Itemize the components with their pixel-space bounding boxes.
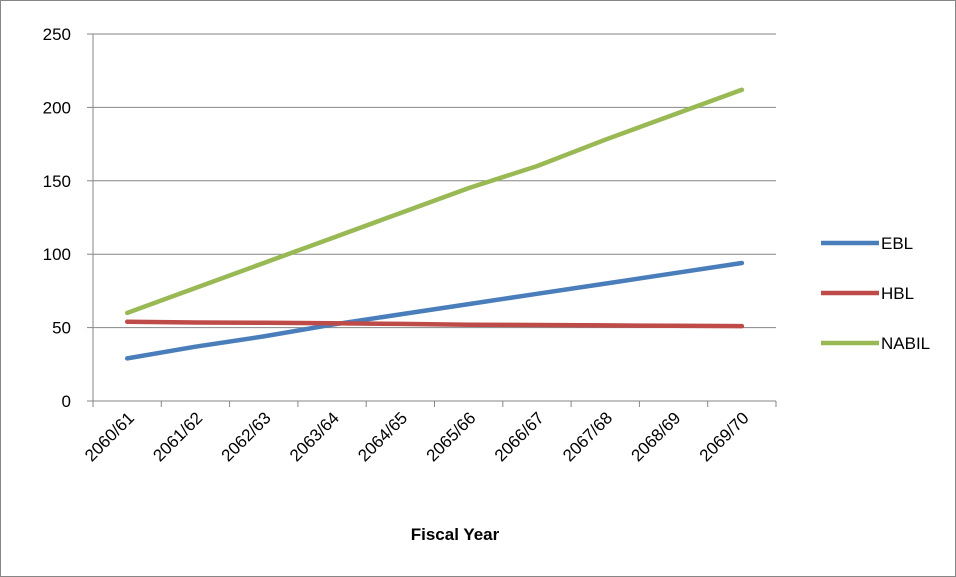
- y-axis-tick-labels: 0 50 100 150 200 250: [43, 25, 71, 411]
- series-line-ebl: [124, 260, 745, 361]
- y-tick-label: 0: [62, 392, 71, 411]
- y-tick-label: 50: [52, 319, 71, 338]
- x-tick-label: 2062/63: [218, 408, 275, 465]
- y-tick-label: 150: [43, 172, 71, 191]
- y-tick-label: 200: [43, 98, 71, 117]
- legend: EBL HBL NABIL: [821, 234, 930, 353]
- x-tick-label: 2069/70: [696, 408, 753, 465]
- x-tick-label: 2068/69: [627, 408, 684, 465]
- x-axis-title: Fiscal Year: [411, 525, 500, 544]
- x-tick-label: 2064/65: [354, 408, 411, 465]
- x-axis-tick-labels: 2060/61 2061/62 2062/63 2063/64 2064/65 2065/…: [81, 408, 753, 465]
- x-tick-label: 2065/66: [423, 408, 480, 465]
- series-line-hbl: [124, 319, 745, 329]
- axes: [87, 33, 777, 407]
- legend-label-ebl: EBL: [881, 234, 913, 253]
- x-tick-label: 2063/64: [286, 408, 343, 465]
- legend-label-hbl: HBL: [881, 284, 914, 303]
- gridlines: [93, 33, 776, 329]
- series-line-nabil: [124, 87, 745, 316]
- x-tick-label: 2066/67: [491, 408, 548, 465]
- x-tick-label: 2067/68: [559, 408, 616, 465]
- y-tick-label: 250: [43, 25, 71, 44]
- series-lines: [124, 87, 745, 361]
- x-tick-label: 2061/62: [149, 408, 206, 465]
- x-tick-label: 2060/61: [81, 408, 138, 465]
- y-tick-label: 100: [43, 245, 71, 264]
- legend-label-nabil: NABIL: [881, 334, 930, 353]
